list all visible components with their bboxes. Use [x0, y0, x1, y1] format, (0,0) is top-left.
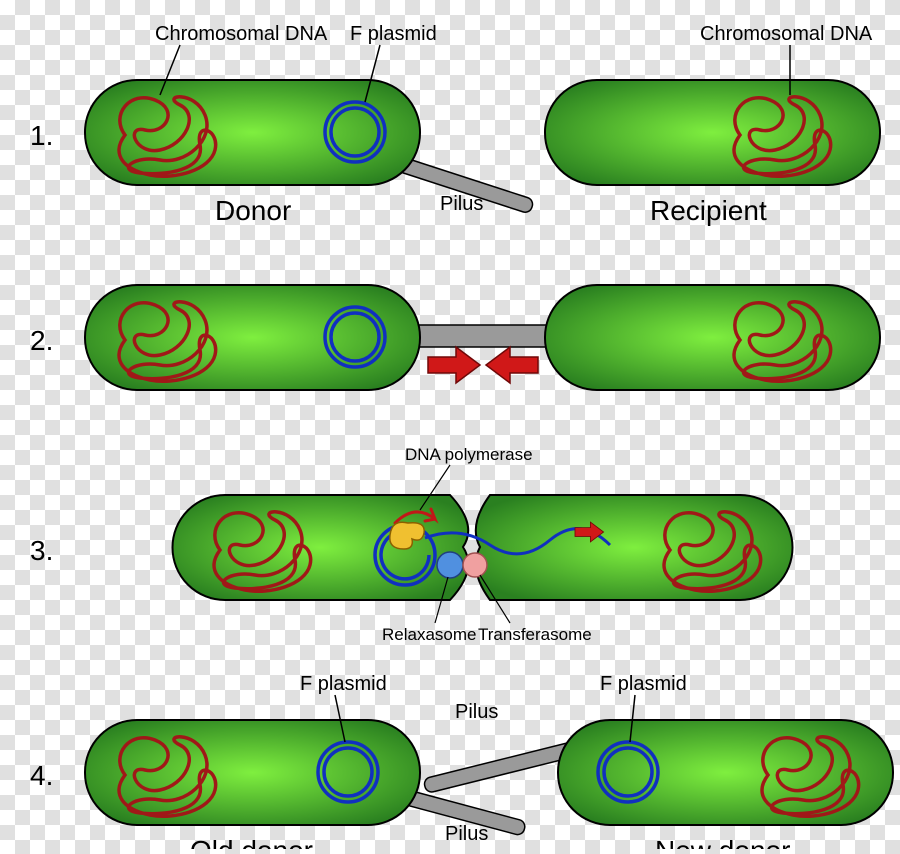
recipient-cell-1 [545, 80, 880, 185]
step-number-3: 3. [30, 535, 53, 566]
transferasome-blob [463, 553, 487, 577]
label-fplasmid-4-right: F plasmid [600, 673, 687, 695]
arrow-left-2 [486, 347, 538, 383]
label-recipient: Recipient [650, 195, 767, 226]
label-transferasome: Transferasome [478, 625, 592, 644]
label-new-donor: New donor [655, 835, 790, 849]
step-2: 2. [30, 285, 880, 390]
label-fplasmid-4-left: F plasmid [300, 673, 387, 695]
arrow-right-2 [428, 347, 480, 383]
pilus-bridge-2 [400, 325, 560, 347]
label-old-donor: Old donor [190, 835, 313, 849]
conjugation-diagram: 1. Chromosomal DNA F plasmid Chromosomal… [0, 0, 900, 849]
label-pilus-4-top: Pilus [455, 701, 498, 723]
label-relaxasome: Relaxasome [382, 625, 477, 644]
step-number-1: 1. [30, 120, 53, 151]
step-number-2: 2. [30, 325, 53, 356]
label-donor: Donor [215, 195, 291, 226]
step-number-4: 4. [30, 760, 53, 791]
label-chrom-dna-left: Chromosomal DNA [155, 23, 328, 45]
label-fplasmid-1: F plasmid [350, 23, 437, 45]
label-pilus-4-bottom: Pilus [445, 823, 488, 845]
step-4: 4. F plasmid F plasmid Pilus Pilus Old d… [30, 673, 893, 849]
label-dna-polymerase: DNA polymerase [405, 445, 533, 464]
recipient-cell-2 [545, 285, 880, 390]
label-pilus-1: Pilus [440, 193, 483, 215]
label-chrom-dna-right: Chromosomal DNA [700, 23, 873, 45]
relaxasome-blob [437, 552, 463, 578]
step-1: 1. Chromosomal DNA F plasmid Chromosomal… [30, 23, 880, 226]
step-3: 3. DNA polymerase Relaxasome Tra [30, 445, 793, 644]
